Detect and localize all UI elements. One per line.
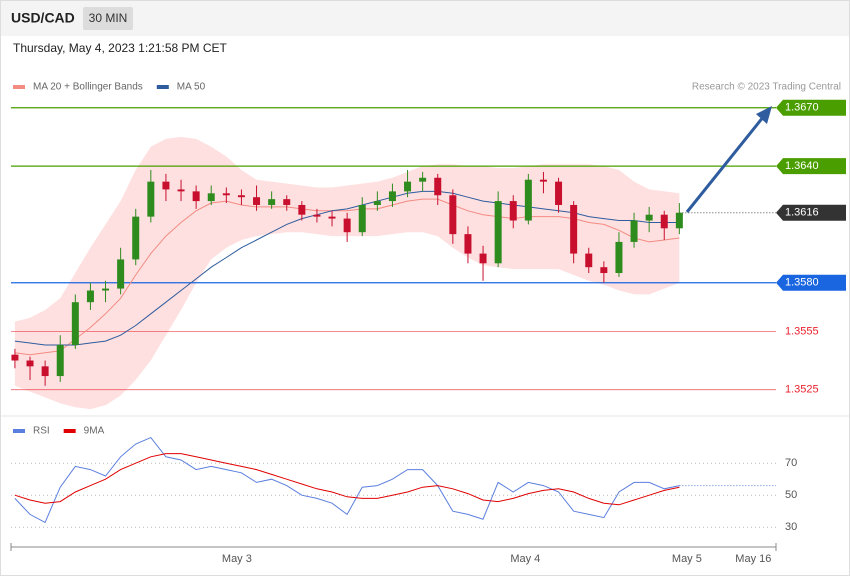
candle-body	[343, 218, 351, 233]
timestamp: Thursday, May 4, 2023 1:21:58 PM CET	[13, 41, 228, 55]
level-tag	[776, 204, 846, 221]
candle-body	[117, 259, 125, 289]
candle-body	[419, 177, 427, 182]
candle-body	[449, 195, 457, 235]
candle-body	[479, 253, 487, 264]
candle-body	[237, 195, 245, 198]
level-label: 1.3640	[785, 160, 819, 172]
candle-body	[26, 360, 34, 367]
forecast-arrowhead	[756, 106, 772, 124]
candle-body	[207, 193, 215, 202]
candle-body	[373, 201, 381, 205]
legend-swatch	[13, 85, 25, 89]
level-label: 1.3580	[785, 277, 819, 289]
level-label: 1.3616	[785, 207, 819, 219]
x-tick-label: May 16	[735, 553, 771, 565]
candle-body	[675, 212, 683, 229]
candle-body	[404, 181, 412, 192]
level-tag	[776, 274, 846, 291]
level-label: 1.3555	[785, 325, 819, 337]
candle-body	[358, 204, 366, 233]
source: Research © 2023 Trading Central	[692, 82, 841, 93]
candle-body	[147, 181, 155, 217]
legend-label: RSI	[33, 426, 50, 437]
candle-body	[298, 204, 306, 215]
candle-body	[388, 191, 396, 202]
legend-label: 9MA	[84, 426, 105, 437]
candle-body	[313, 214, 321, 217]
candle-body	[41, 366, 49, 377]
timeframe[interactable]: 30 MIN	[89, 11, 128, 25]
candle-body	[494, 201, 502, 264]
level-label: 1.3525	[785, 384, 819, 396]
candle-body	[630, 220, 638, 242]
x-tick-label: May 5	[672, 553, 702, 565]
legend-label: MA 20 + Bollinger Bands	[33, 82, 143, 93]
candle-body	[162, 181, 170, 190]
y-tick-label: 50	[785, 489, 797, 501]
x-tick-label: May 3	[222, 553, 252, 565]
candle-body	[71, 302, 79, 345]
candle-body	[434, 177, 442, 196]
candle-body	[11, 354, 19, 361]
ma-line	[14, 190, 680, 346]
candle-body	[253, 197, 261, 205]
indicator-line	[14, 436, 680, 524]
candle-body	[615, 241, 623, 274]
indicator-line	[14, 453, 680, 506]
legend-swatch	[63, 429, 76, 433]
candle-body	[464, 234, 472, 254]
legend-swatch	[156, 85, 169, 89]
candle-body	[222, 193, 230, 196]
candle-body	[283, 199, 291, 205]
rsi-panel: RSI 9MA 70 50 30 May 3 May 4 May 5 May 16	[10, 426, 797, 565]
y-tick-label: 70	[785, 457, 797, 469]
y-tick-label: 30	[785, 521, 797, 533]
candle-body	[660, 214, 668, 229]
candle-body	[539, 179, 547, 182]
header-bar	[1, 1, 849, 36]
candle-body	[570, 204, 578, 254]
candle-body	[177, 189, 185, 192]
candle-body	[56, 344, 64, 377]
candle-body	[328, 216, 336, 219]
candle-body	[524, 179, 532, 221]
candle-body	[555, 181, 563, 205]
candle-body	[192, 191, 200, 202]
price-panel: MA 20 + Bollinger Bands MA 50 1.3670 1.3640…	[11, 82, 846, 410]
ma-line	[14, 198, 680, 356]
candle-body	[268, 199, 276, 205]
x-tick-label: May 4	[510, 553, 540, 565]
candle-body	[509, 201, 517, 221]
level-tag	[776, 158, 846, 175]
legend-swatch	[13, 429, 25, 433]
symbol-title: USD/CAD	[11, 10, 75, 26]
candle-body	[645, 214, 653, 221]
candle-body	[102, 288, 110, 291]
candle-body	[585, 253, 593, 268]
level-label: 1.3670	[785, 102, 819, 114]
candle-body	[132, 216, 140, 260]
forecast-arrow	[685, 115, 766, 213]
candle-body	[86, 290, 94, 303]
timeframe-badge[interactable]	[83, 7, 133, 30]
level-tag	[776, 99, 846, 116]
candle-body	[600, 267, 608, 274]
legend-label: MA 50	[177, 82, 206, 93]
